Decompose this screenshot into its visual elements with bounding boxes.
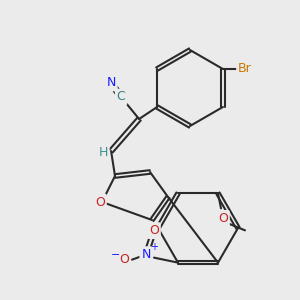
Text: N: N: [106, 76, 116, 89]
Text: +: +: [150, 242, 158, 252]
Text: −: −: [111, 250, 121, 260]
Text: N: N: [141, 248, 151, 261]
Text: C: C: [117, 91, 125, 103]
Text: O: O: [119, 253, 129, 266]
Text: O: O: [95, 196, 105, 208]
Text: Br: Br: [238, 62, 252, 76]
Text: O: O: [149, 224, 159, 237]
Text: O: O: [218, 212, 228, 225]
Text: H: H: [98, 146, 108, 160]
